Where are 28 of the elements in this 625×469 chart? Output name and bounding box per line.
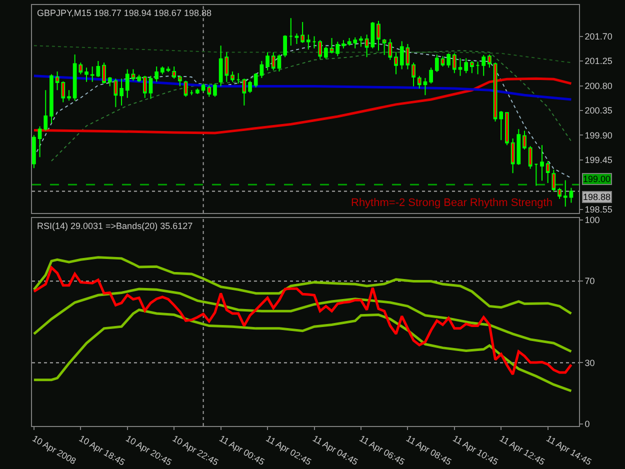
ref-line-label: 199.00: [583, 174, 611, 184]
x-tick-label: 11 Apr 06:45: [358, 433, 406, 468]
chart-title: GBPJPY,M15 198.77 198.94 198.67 198.88: [37, 8, 212, 18]
ref-line-label: 198.88: [583, 192, 611, 202]
x-tick-label: 11 Apr 00:45: [218, 433, 266, 468]
annotation: Rhythm=-2 Strong Bear Rhythm Strength: [351, 197, 552, 209]
x-tick-label: 10 Apr 22:45: [170, 433, 220, 468]
x-tick-label: 11 Apr 08:45: [404, 433, 454, 468]
x-tick-label: 11 Apr 02:45: [264, 433, 313, 468]
y-tick-label: 200.35: [584, 106, 612, 116]
y-tick-label: 199.90: [584, 130, 612, 140]
y-tick-label: 201.25: [584, 56, 612, 66]
y-tick-label: 201.70: [584, 31, 612, 42]
y-tick-label: 0: [584, 419, 590, 430]
y-tick-label: 200.80: [584, 80, 612, 91]
x-tick-label: 11 Apr 14:45: [544, 433, 594, 468]
y-tick-label: 199.45: [584, 155, 612, 166]
x-tick-label: 10 Apr 2008: [30, 433, 78, 466]
y-tick-label: 100: [584, 215, 600, 226]
x-tick-label: 10 Apr 18:45: [77, 433, 127, 468]
y-tick-label: 198.55: [584, 204, 612, 214]
x-tick-label: 10 Apr 20:45: [124, 433, 174, 468]
x-tick-label: 11 Apr 12:45: [498, 433, 547, 468]
x-tick-label: 11 Apr 10:45: [451, 433, 500, 468]
x-tick-label: 11 Apr 04:45: [311, 433, 360, 468]
y-tick-label: 30: [584, 358, 595, 368]
y-tick-label: 70: [584, 276, 595, 286]
chart-title: RSI(14) 29.0031 =>Bands(20) 35.6127: [37, 221, 193, 231]
